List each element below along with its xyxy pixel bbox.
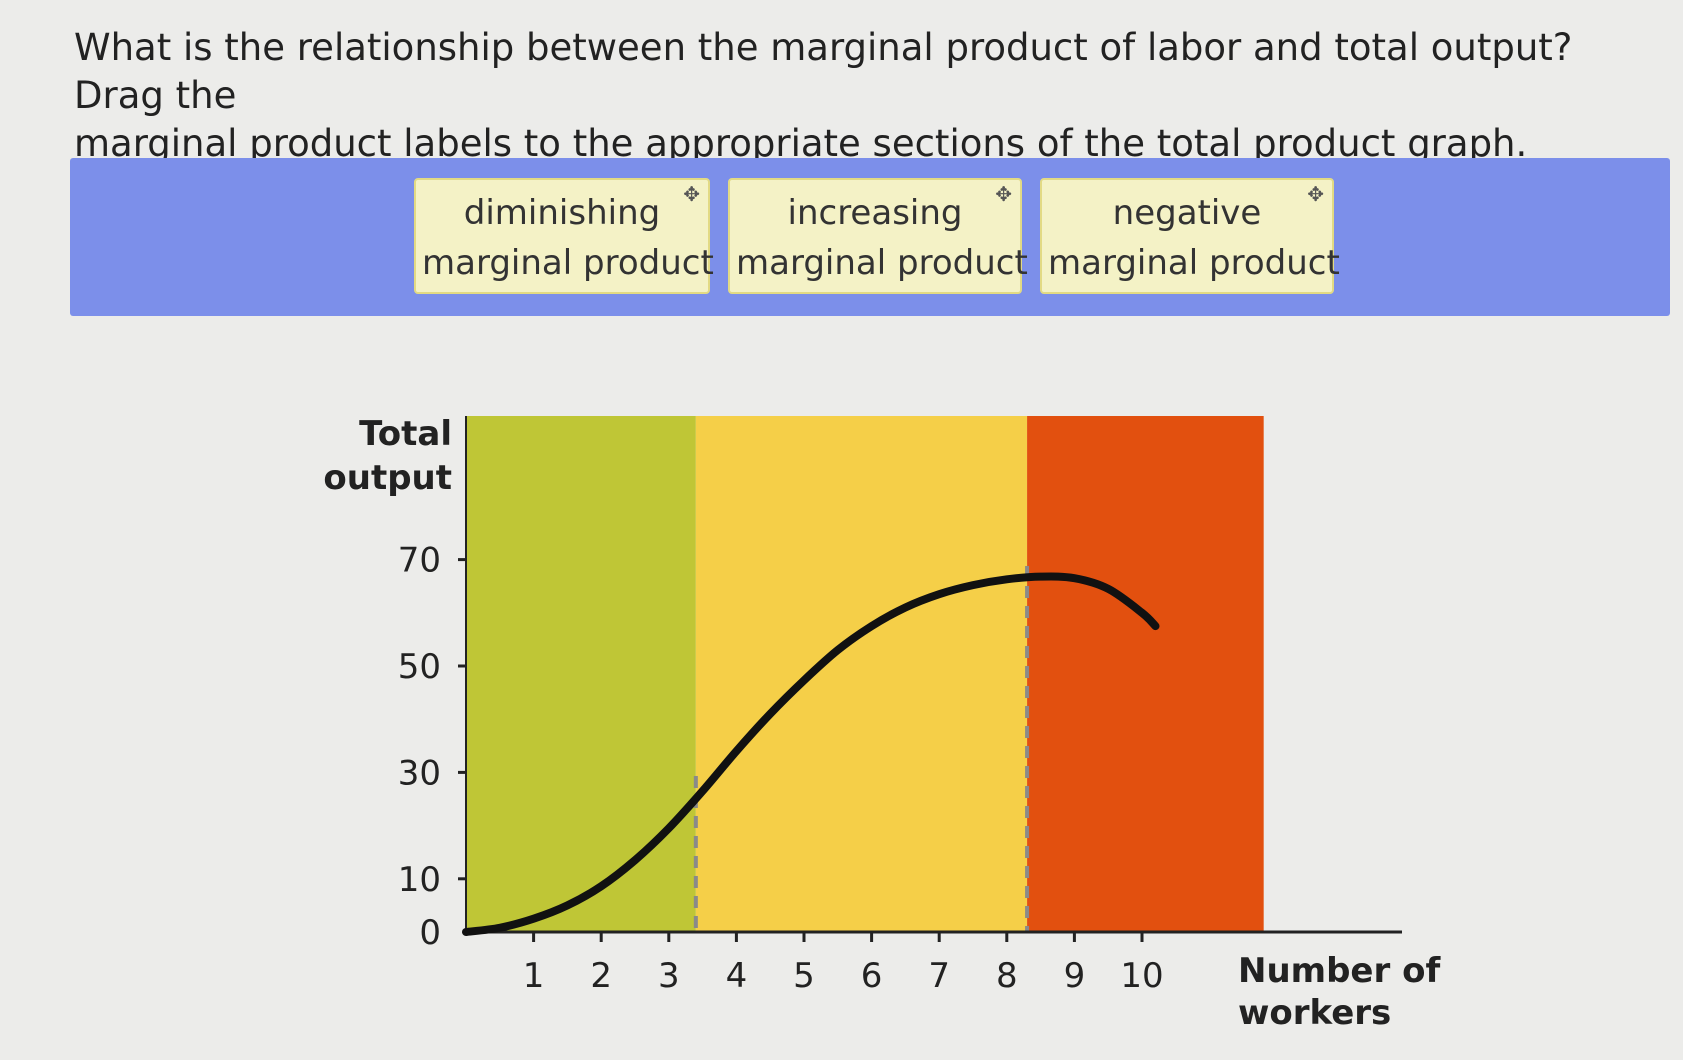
x-tick-label: 6 — [861, 956, 883, 996]
question-text: What is the relationship between the mar… — [74, 24, 1634, 168]
x-tick-label: 4 — [726, 956, 748, 996]
label-line-2: marginal product — [1048, 243, 1340, 283]
total-product-curve — [462, 572, 1160, 936]
y-tick-label: 30 — [398, 753, 441, 793]
region-1 — [466, 416, 696, 932]
y-axis-label-line-1: Total — [359, 414, 452, 454]
y-tick-label: 10 — [398, 860, 441, 900]
label-bank: ✥ diminishing marginal product ✥ increas… — [70, 158, 1670, 316]
label-negative-marginal-product[interactable]: ✥ negative marginal product — [1040, 178, 1340, 294]
x-axis-label-line-2: workers — [1238, 993, 1391, 1033]
chart-axes: 1 2 3 4 5 6 7 8 9 10 0 10 30 50 70 — [398, 416, 1402, 996]
x-tick-label: 10 — [1120, 956, 1163, 996]
chart-regions — [466, 416, 1264, 932]
x-tick-label: 7 — [928, 956, 950, 996]
total-product-line — [462, 572, 1160, 936]
move-icon: ✥ — [683, 182, 700, 206]
x-tick-label: 5 — [793, 956, 815, 996]
label-line-2: marginal product — [422, 243, 714, 283]
move-icon: ✥ — [1307, 182, 1324, 206]
y-tick-label: 0 — [419, 913, 441, 953]
x-tick-label: 1 — [523, 956, 545, 996]
label-line-1: diminishing — [463, 193, 661, 233]
question-line-1: What is the relationship between the mar… — [74, 26, 1573, 117]
axis-labels: Total output Number of workers — [323, 414, 1441, 1033]
x-axis-label-line-1: Number of — [1238, 951, 1441, 991]
label-diminishing-marginal-product[interactable]: ✥ diminishing marginal product — [414, 178, 714, 294]
region-2 — [695, 416, 1028, 932]
x-tick-label: 8 — [996, 956, 1018, 996]
x-tick-label: 2 — [590, 956, 612, 996]
x-tick-label: 3 — [658, 956, 680, 996]
x-tick-label: 9 — [1064, 956, 1086, 996]
y-axis-label-line-2: output — [323, 458, 452, 498]
label-line-1: increasing — [787, 193, 963, 233]
move-icon: ✥ — [995, 182, 1012, 206]
y-tick-label: 70 — [398, 541, 441, 581]
region-3 — [1027, 416, 1264, 932]
label-line-2: marginal product — [736, 243, 1028, 283]
y-tick-label: 50 — [398, 647, 441, 687]
question-line-2: marginal product labels to the appropria… — [74, 122, 1528, 165]
label-line-1: negative — [1112, 193, 1262, 233]
label-increasing-marginal-product[interactable]: ✥ increasing marginal product — [728, 178, 1028, 294]
